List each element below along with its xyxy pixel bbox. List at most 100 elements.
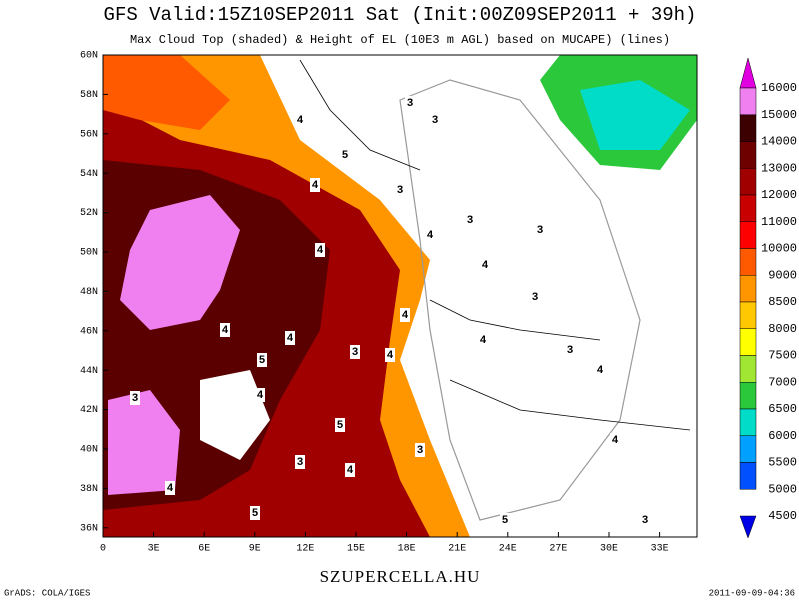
contour-label-box — [255, 388, 265, 402]
colorbar-box — [739, 462, 757, 490]
contour-label-box — [535, 223, 545, 237]
lon-label: 6E — [198, 544, 210, 555]
lon-label: 3E — [148, 544, 160, 555]
contour-label: 4 — [347, 465, 354, 477]
lon-label: 18E — [398, 544, 416, 555]
contour-label: 4 — [597, 365, 604, 377]
lat-label: 48N — [80, 287, 98, 298]
contour-label-box — [165, 481, 175, 495]
lon-label: 0 — [100, 544, 106, 555]
lat-label: 56N — [80, 129, 98, 140]
contour-label-box — [500, 513, 510, 527]
title: GFS Valid:15Z10SEP2011 Sat (Init:00Z09SE… — [104, 4, 697, 26]
colorbar-box — [739, 408, 757, 436]
colorbar-label: 6000 — [768, 429, 797, 443]
contour-label-box — [350, 345, 360, 359]
contour-labels: 3 3 4 5 3 4 4 3 3 4 3 4 4 5 4 3 4 4 4 3 5 4 3 4 4 3 5 4 3 5 4 3 — [130, 96, 650, 527]
contour-label-box — [130, 391, 140, 405]
colorbar-box — [739, 435, 757, 463]
lon-label: 9E — [249, 544, 261, 555]
contour-label: 3 — [417, 445, 424, 457]
colorbar-label: 12000 — [761, 188, 797, 202]
lat-label: 54N — [80, 169, 98, 180]
colorbar-box — [739, 301, 757, 329]
lat-label: 58N — [80, 90, 98, 101]
contour-label: 4 — [257, 390, 264, 402]
lon-label: 15E — [347, 544, 365, 555]
lat-label: 52N — [80, 208, 98, 219]
colorbar-label: 5000 — [768, 482, 797, 496]
lat-label: 50N — [80, 248, 98, 259]
lat-label: 36N — [80, 523, 98, 534]
contour-label: 3 — [537, 225, 544, 237]
colorbar-box — [739, 168, 757, 196]
colorbar-box — [739, 194, 757, 222]
colorbar-box — [739, 221, 757, 249]
contour-label: 4 — [297, 115, 304, 127]
shade-orange — [103, 55, 230, 130]
shade-pink — [120, 195, 240, 330]
footer-left: GrADS: COLA/IGES — [4, 588, 90, 598]
colorbar-label: 8500 — [768, 295, 797, 309]
colorbar-box — [739, 114, 757, 142]
contour-label-box — [595, 363, 605, 377]
shade-clear — [200, 370, 270, 460]
colorbar-label: 10000 — [761, 242, 797, 256]
colorbar-label: 16000 — [761, 81, 797, 95]
colorbar-box — [739, 382, 757, 410]
contour-label: 3 — [567, 345, 574, 357]
contour-label: 5 — [342, 150, 349, 162]
lon-label: 21E — [448, 544, 466, 555]
contour-label-box — [640, 513, 650, 527]
colorbar-label: 9000 — [768, 268, 797, 282]
subtitle: Max Cloud Top (shaded) & Height of EL (1… — [130, 33, 670, 47]
contour-label-box — [340, 148, 350, 162]
contour-label-box — [395, 183, 405, 197]
contour-label-box — [400, 308, 410, 322]
colorbar-label: 8000 — [768, 322, 797, 336]
footer-brand: SZUPERCELLA.HU — [320, 567, 481, 586]
contour-label: 3 — [532, 292, 539, 304]
contour-label: 4 — [287, 333, 294, 345]
colorbar-box — [739, 275, 757, 303]
colorbar-cap — [739, 57, 757, 89]
contour-label-box — [430, 113, 440, 127]
colorbar-label: 13000 — [761, 161, 797, 175]
colorbar-label: 5500 — [768, 456, 797, 470]
contour-label-box — [530, 290, 540, 304]
colorbar: 16000 15000 14000 13000 12000 11000 10000 9000 8… — [739, 57, 797, 539]
contour-label-box — [480, 258, 490, 272]
contour-label: 5 — [252, 508, 259, 520]
lon-label: 24E — [499, 544, 517, 555]
contour-label-box — [285, 331, 295, 345]
contour-label-box — [385, 348, 395, 362]
colorbar-label: 6500 — [768, 402, 797, 416]
contour-label: 5 — [502, 515, 509, 527]
contour-lines — [399, 79, 641, 521]
contour-label-box — [250, 506, 260, 520]
contour-label: 3 — [432, 115, 439, 127]
contour-label: 4 — [167, 483, 174, 495]
colorbar-box — [739, 328, 757, 356]
lat-label: 40N — [80, 445, 98, 456]
contour-label-box — [425, 228, 435, 242]
contour-label: 4 — [612, 435, 619, 447]
contour-label: 4 — [317, 245, 324, 257]
contour-label-box — [295, 113, 305, 127]
contour-label: 3 — [397, 185, 404, 197]
lat-label: 60N — [80, 51, 98, 62]
colorbar-label: 7000 — [768, 375, 797, 389]
colorbar-cap — [739, 515, 757, 539]
contour-label: 4 — [402, 310, 409, 322]
contour-label-box — [345, 463, 355, 477]
colorbar-box — [739, 355, 757, 383]
lon-label: 27E — [549, 544, 567, 555]
contour-label: 4 — [482, 260, 489, 272]
lat-label: 46N — [80, 326, 98, 337]
contour-label: 3 — [467, 215, 474, 227]
contour-label-box — [295, 455, 305, 469]
colorbar-box — [739, 141, 757, 169]
lat-label: 42N — [80, 405, 98, 416]
